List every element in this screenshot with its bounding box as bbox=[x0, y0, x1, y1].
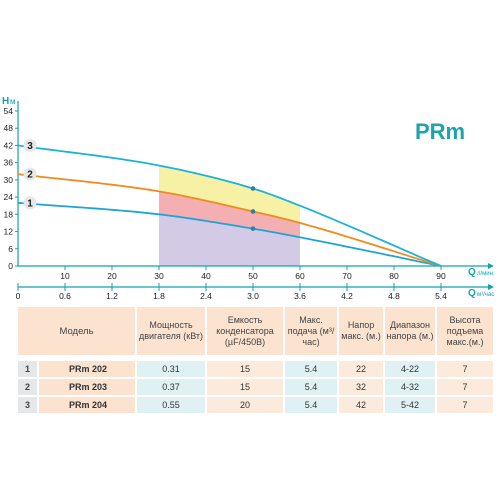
head-range-value: 4-22 bbox=[384, 361, 438, 379]
y-tick-label: 18 bbox=[4, 209, 14, 219]
head-range-value: 4-32 bbox=[384, 378, 438, 397]
model-name: PRm 204 bbox=[38, 396, 138, 415]
curve-marker-circle bbox=[23, 167, 37, 181]
head-value: 42 bbox=[338, 396, 386, 415]
operating-point-dot bbox=[250, 226, 256, 231]
x2-tick-label: 3.0 bbox=[247, 291, 259, 301]
capacitor-value: 20 bbox=[206, 396, 286, 415]
operating-zone-band-3 bbox=[159, 165, 300, 223]
x2-tick-label: 1.2 bbox=[106, 291, 118, 301]
operating-point-dot bbox=[250, 186, 256, 191]
power-value: 0.37 bbox=[136, 378, 208, 397]
lift-height-value: 7 bbox=[436, 396, 496, 415]
curve-marker-circle bbox=[23, 138, 37, 152]
x2-tick-label: 0.6 bbox=[59, 291, 71, 301]
curve-marker-label: 2 bbox=[27, 170, 33, 181]
y-tick-label: 0 bbox=[8, 261, 13, 271]
row-number: 3 bbox=[18, 396, 39, 415]
header-power: Мощность двигателя (кВт) bbox=[136, 307, 208, 355]
y-tick-label: 54 bbox=[4, 106, 14, 116]
x-tick-label: 20 bbox=[107, 271, 117, 281]
y-axis-label: H bbox=[2, 96, 9, 107]
head-range-value: 5-42 bbox=[384, 396, 438, 415]
flow-value: 5.4 bbox=[284, 396, 340, 415]
y-tick-label: 12 bbox=[4, 227, 14, 237]
axes bbox=[15, 101, 494, 291]
head-value: 22 bbox=[338, 361, 386, 379]
header-model: Модель bbox=[18, 307, 138, 355]
x-tick-label: 40 bbox=[201, 271, 211, 281]
x2-axis-unit: м³/час bbox=[477, 292, 494, 298]
capacitor-value: 15 bbox=[206, 378, 286, 397]
y-tick-label: 48 bbox=[4, 123, 14, 133]
x2-tick-label: 1.8 bbox=[153, 291, 165, 301]
curve-2 bbox=[17, 173, 442, 267]
y-tick-label: 24 bbox=[4, 192, 14, 202]
operating-zone-band-1 bbox=[159, 214, 300, 266]
header-capacitor: Емкость конденсатора (µF/450В) bbox=[206, 307, 286, 355]
capacitor-value: 15 bbox=[206, 361, 286, 379]
x2-tick-label: 5.4 bbox=[435, 291, 447, 301]
x2-axis-label: Q bbox=[468, 288, 476, 299]
y-axis-unit: м bbox=[10, 97, 16, 106]
x2-tick-label: 0 bbox=[16, 291, 21, 301]
curve-3 bbox=[17, 144, 442, 267]
power-value: 0.55 bbox=[136, 396, 208, 415]
x-tick-label: 80 bbox=[389, 271, 399, 281]
x2-tick-label: 2.4 bbox=[200, 291, 212, 301]
brand-label: PRm bbox=[415, 119, 465, 144]
lift-height-value: 7 bbox=[436, 361, 496, 379]
x-tick-label: 70 bbox=[342, 271, 352, 281]
header-head-range: Диапазон напора (м.) bbox=[384, 307, 438, 355]
x-tick-label: 10 bbox=[60, 271, 70, 281]
operating-zone bbox=[159, 165, 300, 266]
power-value: 0.31 bbox=[136, 361, 208, 379]
flow-value: 5.4 bbox=[284, 378, 340, 397]
curve-marker-label: 3 bbox=[27, 141, 33, 152]
flow-value: 5.4 bbox=[284, 361, 340, 379]
curve-marker-label: 1 bbox=[27, 198, 33, 209]
table-row: 1 PRm 202 0.31 15 5.4 22 4-22 7 bbox=[18, 361, 496, 379]
y-tick-label: 42 bbox=[4, 140, 14, 150]
y-tick-label: 6 bbox=[8, 244, 13, 254]
x2-tick-label: 4.2 bbox=[341, 291, 353, 301]
y-tick-label: 36 bbox=[4, 158, 14, 168]
x2-tick-label: 3.6 bbox=[294, 291, 306, 301]
row-number: 2 bbox=[18, 378, 39, 397]
y-tick-label: 30 bbox=[4, 175, 14, 185]
performance-curves: 1 2 3 bbox=[17, 138, 442, 267]
table-row: 2 PRm 203 0.37 15 5.4 32 4-32 7 bbox=[18, 378, 496, 397]
model-name: PRm 203 bbox=[38, 378, 138, 397]
x-tick-label: 30 bbox=[154, 271, 164, 281]
x-axis-unit: л/мин bbox=[477, 271, 493, 277]
x-axis-arrow bbox=[488, 263, 494, 269]
operating-point-dot bbox=[250, 209, 256, 214]
x-axis-label: Q bbox=[468, 267, 476, 278]
header-flow: Макс. подача (м³/час) bbox=[284, 307, 340, 355]
row-number: 1 bbox=[18, 361, 39, 379]
x2-axis-arrow bbox=[488, 284, 494, 290]
curve-marker-circle bbox=[23, 196, 37, 210]
lift-height-value: 7 bbox=[436, 378, 496, 397]
table-row: 3 PRm 204 0.55 20 5.4 42 5-42 7 bbox=[18, 396, 496, 415]
curve-1 bbox=[17, 202, 442, 267]
x-tick-label: 50 bbox=[248, 271, 258, 281]
x2-tick-label: 4.8 bbox=[388, 291, 400, 301]
head-value: 32 bbox=[338, 378, 386, 397]
pump-spec-table: Модель Мощность двигателя (кВт) Емкость … bbox=[18, 307, 496, 415]
x-tick-label: 60 bbox=[295, 271, 305, 281]
table-header-row: Модель Мощность двигателя (кВт) Емкость … bbox=[18, 307, 496, 355]
x-tick-label: 90 bbox=[436, 271, 446, 281]
operating-zone-band-2 bbox=[159, 191, 300, 238]
header-lift-height: Высота подъема макс.(м.) bbox=[436, 307, 496, 355]
model-name: PRm 202 bbox=[38, 361, 138, 379]
header-head: Напор макс. (м.) bbox=[338, 307, 386, 355]
